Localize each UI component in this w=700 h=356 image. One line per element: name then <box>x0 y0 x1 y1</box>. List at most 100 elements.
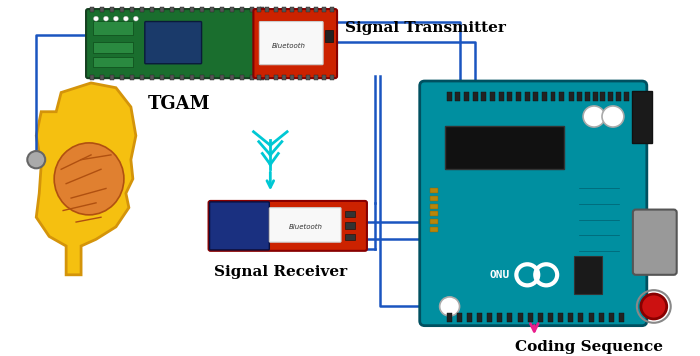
FancyBboxPatch shape <box>86 9 267 78</box>
FancyBboxPatch shape <box>209 202 270 250</box>
FancyBboxPatch shape <box>633 210 677 275</box>
Bar <box>430 188 438 193</box>
Bar <box>240 75 244 80</box>
Bar <box>258 75 261 80</box>
Circle shape <box>113 16 118 21</box>
Bar <box>314 75 318 80</box>
Bar <box>577 91 582 101</box>
Bar <box>490 91 495 101</box>
Bar <box>120 75 124 80</box>
Bar <box>508 91 512 101</box>
Bar <box>533 91 538 101</box>
Bar <box>200 7 204 12</box>
Circle shape <box>123 16 128 21</box>
Bar <box>632 91 652 143</box>
Text: Signal Transmitter: Signal Transmitter <box>345 21 506 35</box>
Bar <box>345 222 355 229</box>
Bar <box>498 91 503 101</box>
Bar <box>330 7 334 12</box>
Bar <box>345 210 355 217</box>
Bar <box>110 75 114 80</box>
Bar <box>574 256 602 294</box>
Bar <box>160 75 164 80</box>
FancyBboxPatch shape <box>260 21 323 65</box>
Bar <box>455 91 461 101</box>
Bar <box>516 91 521 101</box>
Bar <box>220 75 224 80</box>
Bar <box>487 313 492 322</box>
Bar <box>90 7 94 12</box>
Bar <box>190 75 194 80</box>
Bar <box>345 234 355 240</box>
FancyBboxPatch shape <box>209 201 367 251</box>
Bar <box>298 75 302 80</box>
Bar <box>430 219 438 224</box>
Bar <box>210 75 214 80</box>
Bar <box>330 75 334 80</box>
Bar <box>538 313 542 322</box>
Bar <box>230 7 235 12</box>
Bar <box>624 91 629 101</box>
Bar <box>589 313 594 322</box>
Bar <box>180 75 184 80</box>
Bar <box>559 91 564 101</box>
Bar <box>100 75 104 80</box>
PathPatch shape <box>36 83 136 275</box>
Text: ONU: ONU <box>489 270 510 280</box>
Bar <box>230 75 235 80</box>
FancyBboxPatch shape <box>253 9 337 78</box>
Bar <box>240 7 244 12</box>
Ellipse shape <box>54 143 124 215</box>
Bar <box>608 91 613 101</box>
Circle shape <box>602 106 624 127</box>
Bar <box>200 75 204 80</box>
Bar <box>430 204 438 209</box>
Bar <box>93 57 133 67</box>
Bar <box>274 7 277 12</box>
Bar <box>508 313 512 322</box>
Bar <box>568 313 573 322</box>
Bar <box>260 75 265 80</box>
Bar <box>609 313 614 322</box>
Bar <box>170 7 174 12</box>
Bar <box>542 91 547 101</box>
Bar <box>584 91 590 101</box>
Bar <box>569 91 574 101</box>
Bar <box>281 7 286 12</box>
Bar <box>274 75 277 80</box>
Bar <box>260 7 265 12</box>
Bar <box>314 7 318 12</box>
Bar <box>464 91 469 101</box>
FancyBboxPatch shape <box>145 21 202 64</box>
Bar <box>447 91 452 101</box>
Bar <box>601 91 606 101</box>
Bar <box>190 7 194 12</box>
Bar <box>251 75 254 80</box>
Bar <box>290 7 294 12</box>
Bar <box>150 75 154 80</box>
Bar <box>593 91 598 101</box>
Bar <box>457 313 462 322</box>
Bar <box>444 126 564 169</box>
Bar <box>430 227 438 232</box>
Bar <box>150 7 154 12</box>
Bar <box>170 75 174 80</box>
Circle shape <box>640 294 666 319</box>
Bar <box>140 75 144 80</box>
Bar <box>258 7 261 12</box>
Bar <box>558 313 563 322</box>
Bar <box>160 7 164 12</box>
Text: Coding Sequence: Coding Sequence <box>515 340 663 354</box>
Bar <box>322 7 326 12</box>
Bar <box>306 7 310 12</box>
Bar <box>130 7 134 12</box>
Bar <box>306 75 310 80</box>
Bar <box>120 7 124 12</box>
Circle shape <box>104 16 108 21</box>
FancyBboxPatch shape <box>420 81 647 326</box>
Bar <box>447 313 452 322</box>
Bar <box>528 313 533 322</box>
Circle shape <box>27 151 46 168</box>
Bar <box>265 7 270 12</box>
Bar <box>93 21 133 35</box>
